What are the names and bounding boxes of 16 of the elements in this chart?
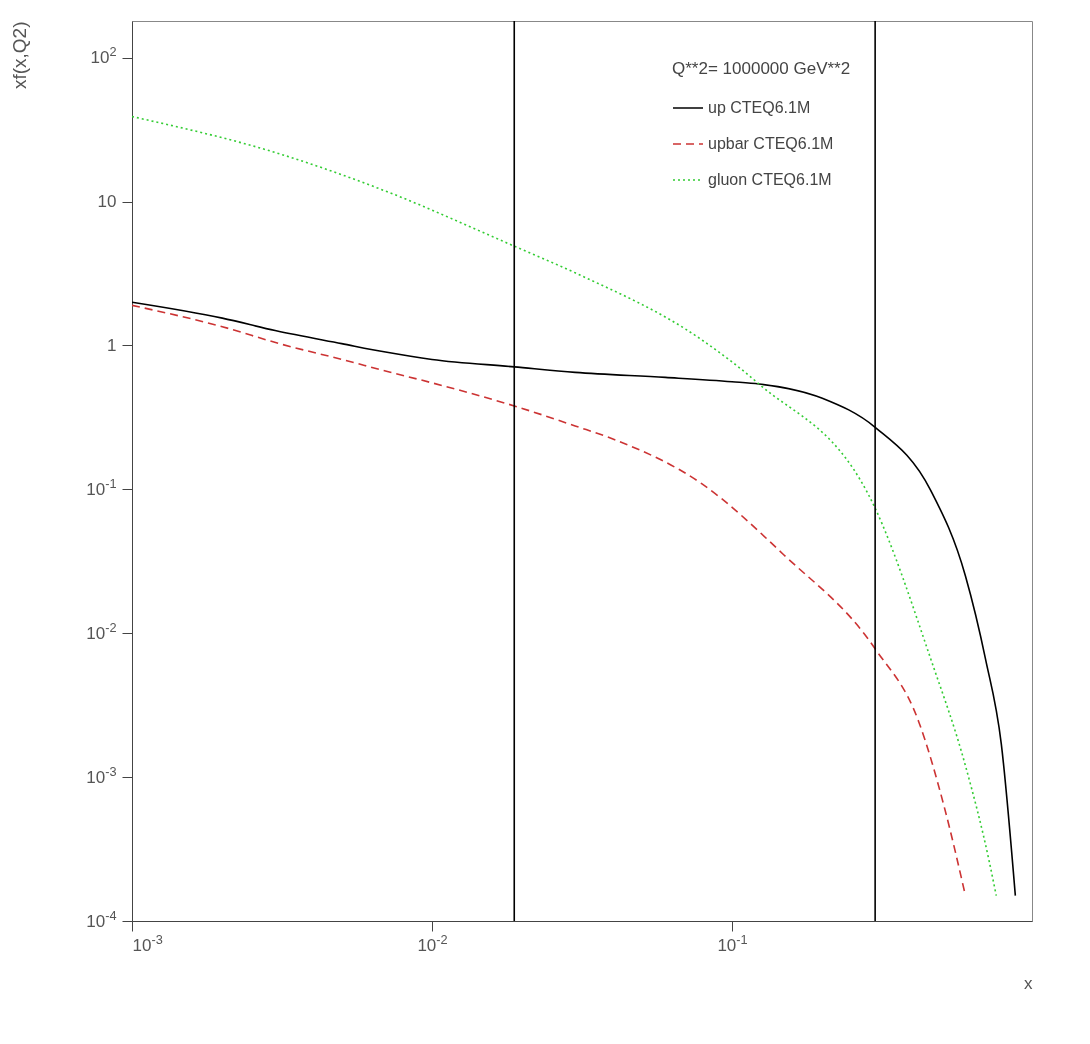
y-tick-label: 10$^{-1}$ — [86, 475, 117, 499]
y-tick-label: 1 — [107, 335, 117, 355]
legend-label: gluon CTEQ6.1M — [708, 171, 832, 188]
y-tick-label: 10$^{-4}$ — [86, 907, 117, 931]
y-tick-label: 10$^{2}$ — [90, 43, 117, 68]
x-tick-label: 10$^{-2}$ — [417, 931, 448, 955]
legend-label: up CTEQ6.1M — [708, 99, 811, 116]
x-tick-label: 10$^{-1}$ — [717, 931, 748, 955]
legend-label: upbar CTEQ6.1M — [708, 135, 834, 152]
y-axis-title: xf(x,Q2) — [9, 21, 31, 90]
legend-title: Q**2= 1000000 GeV**2 — [672, 59, 851, 78]
y-tick-label: 10 — [97, 192, 117, 212]
y-tick-label: 10$^{-2}$ — [86, 619, 117, 643]
x-axis-title: x — [1024, 973, 1033, 993]
x-tick-label: 10$^{-3}$ — [132, 931, 163, 955]
y-tick-label: 10$^{-3}$ — [86, 763, 117, 787]
